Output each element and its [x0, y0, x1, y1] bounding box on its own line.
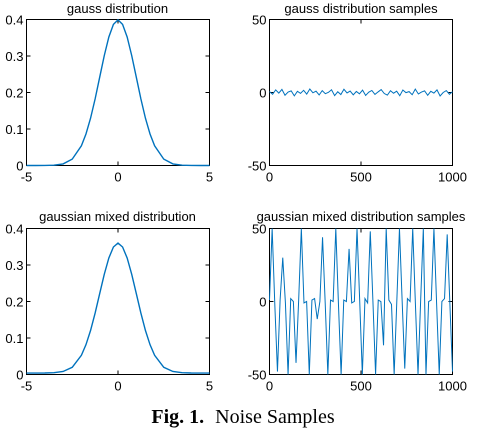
panel-title: gaussian mixed distribution	[39, 209, 196, 224]
axes-box	[26, 228, 210, 375]
panel-gaussian-mixed-distribution: gaussian mixed distribution -5 0 500.10.20…	[5, 209, 213, 394]
panel-gauss-distribution: gauss distribution -5 0 500.10.20.30.4	[5, 1, 213, 185]
axes-box	[26, 19, 210, 166]
y-tick-label: 0	[259, 295, 266, 310]
panel-title: gaussian mixed distribution samples	[257, 209, 466, 224]
y-tick-label: 0	[16, 368, 23, 383]
panel-title: gauss distribution	[67, 1, 168, 16]
x-tick-label: -5	[21, 170, 33, 185]
series-line	[269, 228, 453, 375]
x-tick-label: 5	[206, 170, 213, 185]
panel-title: gauss distribution samples	[284, 1, 438, 16]
x-tick-label: 500	[350, 379, 372, 394]
y-tick-label: 50	[252, 13, 266, 28]
series-line	[26, 242, 210, 374]
y-tick-label: 0.4	[5, 222, 23, 237]
series-line	[269, 88, 453, 97]
y-tick-label: 0.1	[5, 331, 23, 346]
caption-text: Noise Samples	[215, 406, 335, 428]
x-tick-label: 0	[114, 379, 121, 394]
y-tick-label: 0.3	[5, 258, 23, 273]
x-tick-label: 500	[350, 170, 372, 185]
figure-caption: Fig. 1. Noise Samples	[151, 406, 334, 428]
panel-gauss-distribution-samples: gauss distribution samples 0 500 1000-5005…	[248, 1, 467, 185]
caption-label: Fig. 1.	[151, 406, 204, 428]
series-line	[26, 18, 210, 167]
x-tick-label: 1000	[438, 379, 467, 394]
x-tick-label: 0	[114, 170, 121, 185]
y-tick-label: 0.2	[5, 86, 23, 101]
y-tick-label: -50	[248, 368, 267, 383]
y-tick-label: 0.2	[5, 295, 23, 310]
panel-gaussian-mixed-distribution-samples: gaussian mixed distribution samples 0 500…	[248, 209, 467, 394]
x-tick-label: 5	[206, 379, 213, 394]
y-tick-label: 50	[252, 222, 266, 237]
x-tick-label: 1000	[438, 170, 467, 185]
x-tick-label: 0	[266, 170, 273, 185]
x-tick-label: -5	[21, 379, 33, 394]
y-tick-label: 0.4	[5, 13, 23, 28]
y-tick-label: -50	[248, 159, 267, 174]
x-tick-label: 0	[266, 379, 273, 394]
y-tick-label: 0.3	[5, 49, 23, 64]
y-tick-label: 0.1	[5, 122, 23, 137]
y-tick-label: 0	[259, 86, 266, 101]
y-tick-label: 0	[16, 159, 23, 174]
